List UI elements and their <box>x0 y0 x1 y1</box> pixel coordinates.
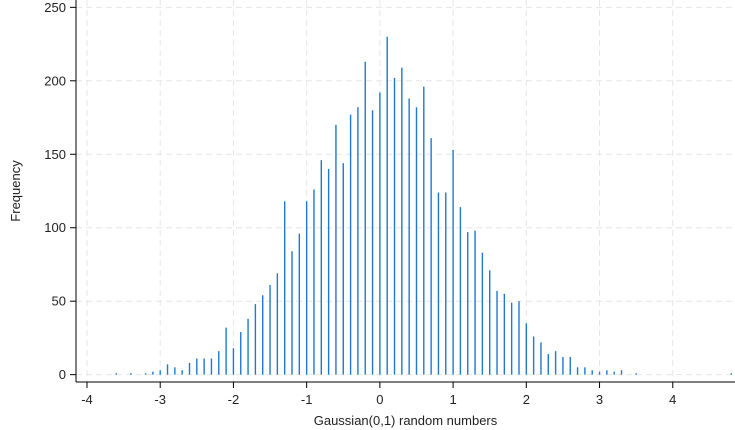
x-tick-label: -3 <box>154 392 166 407</box>
x-tick-label: -2 <box>228 392 240 407</box>
y-tick-label: 150 <box>44 147 66 162</box>
y-tick-label: 250 <box>44 0 66 15</box>
y-tick-label: 200 <box>44 73 66 88</box>
y-tick-label: 50 <box>52 294 66 309</box>
x-tick-label: -1 <box>301 392 313 407</box>
axes <box>75 0 735 383</box>
frequency-spikes <box>115 36 733 375</box>
x-tick-label: 2 <box>523 392 530 407</box>
y-axis-title: Frequency <box>8 160 23 222</box>
x-tick-label: 4 <box>669 392 676 407</box>
x-tick-label: 3 <box>596 392 603 407</box>
x-axis-title: Gaussian(0,1) random numbers <box>314 413 498 428</box>
x-tick-label: 0 <box>376 392 383 407</box>
x-axis-ticks: -4 -3 -2 -1 0 1 2 3 4 <box>81 382 676 407</box>
x-tick-label: -4 <box>81 392 93 407</box>
y-axis-ticks: 0 50 100 150 200 250 <box>44 0 76 382</box>
x-tick-label: 1 <box>449 392 456 407</box>
y-tick-label: 0 <box>59 367 66 382</box>
y-tick-label: 100 <box>44 220 66 235</box>
